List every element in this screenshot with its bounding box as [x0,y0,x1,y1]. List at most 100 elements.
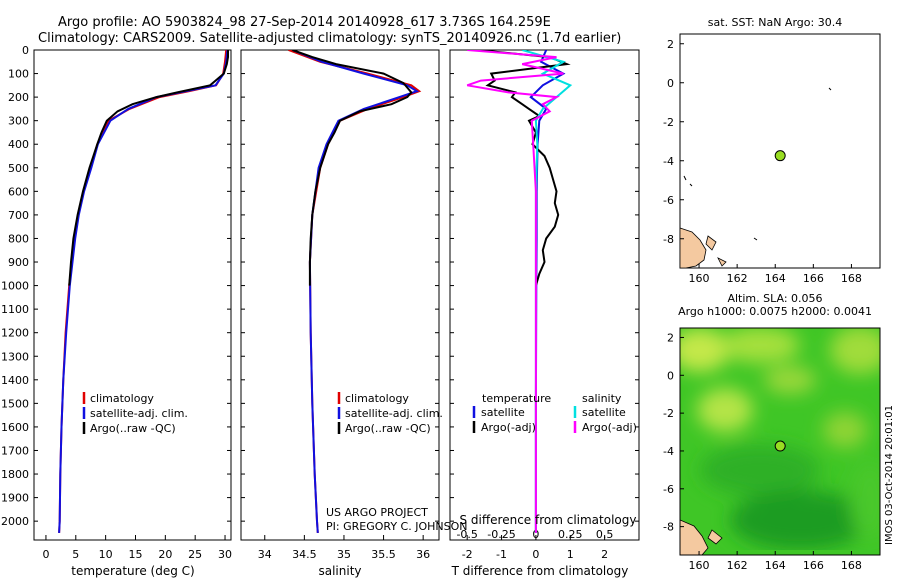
difference-legend: temperature salinity satellite Argo(-adj… [472,392,637,434]
header-line-1: Argo profile: AO 5903824_98 27-Sep-2014 … [58,15,551,30]
sla-high [830,328,880,374]
temperature-panel-frame [33,49,232,541]
sst-map-axes: 160 162 164 166 168 2 0 -2 -4 -6 -8 [663,38,862,285]
x-tick-label: 34.5 [292,548,317,561]
difference-x-label: T difference from climatology [451,564,629,578]
profile-location-marker [774,440,786,452]
land-mass [717,257,727,267]
series-line-climatology [58,50,228,533]
map-y-tick-label: 2 [667,38,674,51]
legend-title-temperature: temperature [482,392,551,405]
x-tick-label: 34 [258,548,272,561]
imos-timestamp: IMOS 03-Oct-2014 20:01:01 [884,404,895,545]
x-tick-label: -1 [496,548,507,561]
small-islands [683,87,832,241]
series-line-satellite-adj-clim- [292,50,420,533]
sst-map-coastline [679,87,832,269]
legend-label-sal-argo: Argo(-adj) [582,421,637,434]
temperature-x-label: temperature (deg C) [71,564,194,578]
depth-tick-label: 400 [8,138,29,151]
map-x-tick-label: 168 [841,272,862,285]
map-y-tick-label: -8 [663,233,674,246]
map-x-tick-label: 164 [765,272,786,285]
x-tick-label: 0 [42,548,49,561]
salinity-x-axis: 34 34.5 35 35.5 36 [258,535,430,561]
x-tick-label: 2 [601,548,608,561]
sst-map-points [774,150,786,162]
x-tick-label: 1 [567,548,574,561]
salinity-legend: climatology satellite-adj. clim. Argo(..… [337,392,443,435]
depth-tick-label: 1600 [1,421,29,434]
sla-low [730,490,870,550]
legend-label-argo: Argo(..raw -QC) [345,422,431,435]
depth-tick-label: 1400 [1,374,29,387]
temperature-x-axis: 0 5 10 15 20 25 30 [42,535,232,561]
map-x-tick-label: 164 [765,559,786,572]
sla-field [680,328,880,555]
temperature-legend: climatology satellite-adj. clim. Argo(..… [82,392,188,435]
series-line-argo-raw-qc- [68,50,229,286]
legend-label-temp-satellite: satellite [481,406,525,419]
salinity-profile-lines [288,50,422,533]
depth-tick-label: 900 [8,256,29,269]
depth-tick-label: 0 [22,44,29,57]
depth-tick-label: 1300 [1,350,29,363]
legend-label-satellite: satellite-adj. clim. [90,407,188,420]
legend-label-climatology: climatology [345,392,409,405]
depth-tick-label: 1700 [1,444,29,457]
map-y-tick-label: -4 [663,445,674,458]
map-y-tick-label: 0 [667,369,674,382]
sla-map-axes: 160 162 164 166 168 2 0 -2 -4 -6 -8 [663,331,862,572]
header-line-2: Climatology: CARS2009. Satellite-adjuste… [38,31,621,46]
depth-tick-label: 800 [8,232,29,245]
x-tick-label: 30 [218,548,232,561]
temperature-profile-lines [58,50,229,533]
map-x-tick-label: 166 [803,272,824,285]
land-mass [680,519,709,555]
difference-top-axis-label: S difference from climatology [460,513,637,527]
land-mass [705,235,717,251]
sla-low [700,444,820,496]
map-y-tick-label: 2 [667,331,674,344]
depth-tick-label: 700 [8,209,29,222]
top-x-tick-label: -0.25 [487,528,515,541]
depth-tick-label: 1100 [1,303,29,316]
series-line-argo-adj- [477,50,571,286]
map-y-tick-label: -2 [663,407,674,420]
project-credit: US ARGO PROJECT [326,506,428,519]
sla-map-title: Altim. SLA: 0.056 [727,292,822,305]
legend-label-climatology: climatology [90,392,154,405]
land-mass [707,529,723,545]
map-x-tick-label: 166 [803,559,824,572]
sla-high [680,328,730,372]
map-x-tick-label: 162 [727,272,748,285]
map-x-tick-label: 162 [727,559,748,572]
sla-high [764,366,816,394]
map-x-tick-label: 160 [689,272,710,285]
depth-tick-label: 200 [8,91,29,104]
depth-tick-label: 1800 [1,468,29,481]
x-tick-label: 36 [416,548,430,561]
legend-label-satellite: satellite-adj. clim. [345,407,443,420]
top-x-tick-label: 0 [532,528,539,541]
series-line-climatology [288,50,422,533]
depth-tick-label: 1500 [1,397,29,410]
map-x-tick-label: 160 [689,559,710,572]
map-y-tick-label: 0 [667,77,674,90]
legend-title-salinity: salinity [582,392,622,405]
land-mass [679,227,707,269]
top-x-tick-label: 0.25 [558,528,583,541]
map-y-tick-label: -4 [663,155,674,168]
series-line-argo-raw-qc- [292,50,413,286]
x-tick-label: 35.5 [371,548,396,561]
series-line-satellite-adj-clim- [58,50,229,533]
x-tick-label: 25 [188,548,202,561]
legend-label-argo: Argo(..raw -QC) [90,422,176,435]
map-y-tick-label: -6 [663,194,674,207]
difference-x-axis: -2 -1 0 1 2 -0.5 -0.25 0 0.25 0.5 [456,528,613,561]
map-y-tick-label: -6 [663,483,674,496]
x-tick-label: 10 [99,548,113,561]
depth-tick-label: 300 [8,115,29,128]
sla-high [697,388,753,432]
